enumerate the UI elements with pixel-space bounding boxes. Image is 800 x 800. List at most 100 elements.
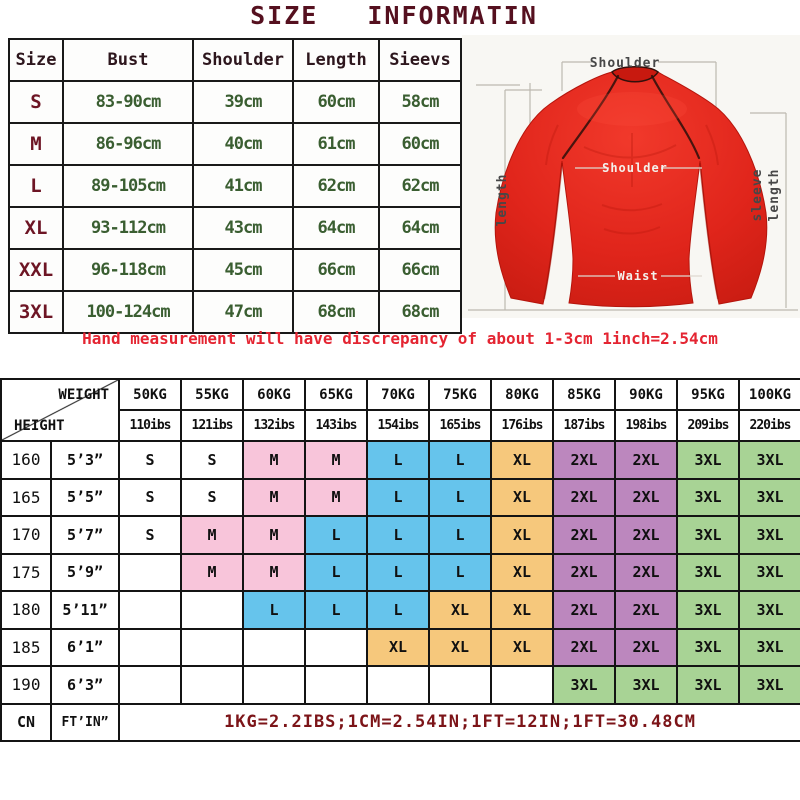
weight-ibs-header: 220ibs	[738, 409, 800, 442]
matrix-size-cell: 3XL	[676, 515, 740, 555]
cn-label-cell: CN	[0, 702, 52, 742]
matrix-size-cell	[304, 665, 368, 705]
matrix-size-cell: 3XL	[738, 590, 800, 630]
matrix-row: 160 5’3” S S M M L L XL 2XL 2XL 3XL 3XL	[0, 440, 800, 480]
size-table-cell: 64cm	[292, 206, 380, 250]
size-table-cell: 45cm	[192, 248, 294, 292]
height-cm-cell: 165	[0, 477, 52, 517]
height-cm-cell: 160	[0, 440, 52, 480]
height-cm-cell: 190	[0, 665, 52, 705]
matrix-size-cell: 2XL	[614, 552, 678, 592]
height-ft-cell: 5’5”	[50, 477, 120, 517]
size-table-row: S 83-90cm 39cm 60cm 58cm	[8, 80, 462, 124]
size-table-cell: L	[8, 164, 64, 208]
matrix-row: 190 6’3” 3XL 3XL 3XL 3XL	[0, 665, 800, 705]
shoulder-chest-label: Shoulder	[602, 161, 668, 175]
sleeve-length-label-2: length	[767, 169, 782, 222]
shirt-collar	[611, 66, 659, 83]
shirt-measurement-diagram: Shoulder Shoulder Waist length sleeve le…	[462, 35, 800, 318]
matrix-size-cell	[118, 665, 182, 705]
size-table-cell: 89-105cm	[62, 164, 194, 208]
size-table-cell: XL	[8, 206, 64, 250]
weight-kg-header: 60KG	[242, 378, 306, 411]
size-table-cell: XXL	[8, 248, 64, 292]
matrix-size-cell: 3XL	[738, 477, 800, 517]
conversion-cell: 1KG=2.2IBS;1CM=2.54IN;1FT=12IN;1FT=30.48…	[118, 702, 800, 742]
size-table-cell: 96-118cm	[62, 248, 194, 292]
corner-height-label: HEIGHT	[14, 418, 65, 434]
weight-kg-header: 95KG	[676, 378, 740, 411]
matrix-size-cell: M	[180, 552, 244, 592]
size-table-cell: 61cm	[292, 122, 380, 166]
weight-kg-header: 55KG	[180, 378, 244, 411]
matrix-size-cell: 3XL	[676, 552, 740, 592]
size-table-header: Bust	[62, 38, 194, 82]
size-table-cell: 41cm	[192, 164, 294, 208]
matrix-corner-cell: WEIGHT HEIGHT	[0, 378, 120, 442]
matrix-size-cell: M	[242, 552, 306, 592]
matrix-size-cell	[118, 590, 182, 630]
weight-ibs-header: 110ibs	[118, 409, 182, 442]
matrix-size-cell: XL	[366, 627, 430, 667]
matrix-size-cell: 2XL	[552, 515, 616, 555]
matrix-size-cell: 2XL	[552, 477, 616, 517]
weight-ibs-header: 176ibs	[490, 409, 554, 442]
height-cm-cell: 180	[0, 590, 52, 630]
size-table-cell: 60cm	[378, 122, 462, 166]
size-table-body: Size Bust Shoulder Length Sieevs S 83-90cm 39cm…	[8, 38, 462, 334]
matrix-size-cell	[304, 627, 368, 667]
matrix-size-cell: L	[428, 477, 492, 517]
size-table-cell: 64cm	[378, 206, 462, 250]
height-cm-cell: 185	[0, 627, 52, 667]
size-table-row: L 89-105cm 41cm 62cm 62cm	[8, 164, 462, 208]
matrix-size-cell: L	[366, 515, 430, 555]
matrix-row: 165 5’5” S S M M L L XL 2XL 2XL 3XL 3XL	[0, 477, 800, 517]
height-ft-cell: 5’3”	[50, 440, 120, 480]
size-table-cell: 58cm	[378, 80, 462, 124]
weight-kg-header: 65KG	[304, 378, 368, 411]
matrix-size-cell	[490, 665, 554, 705]
matrix-size-cell: L	[366, 552, 430, 592]
shirt-shading	[543, 162, 719, 300]
matrix-size-cell: L	[428, 552, 492, 592]
matrix-size-cell: 3XL	[676, 590, 740, 630]
size-table-cell: 100-124cm	[62, 290, 194, 334]
matrix-size-cell: 3XL	[552, 665, 616, 705]
height-cm-cell: 170	[0, 515, 52, 555]
matrix-size-cell: S	[118, 515, 182, 555]
muscle-shading	[545, 124, 719, 235]
matrix-size-cell: 3XL	[738, 515, 800, 555]
matrix-size-cell: 2XL	[614, 627, 678, 667]
sleeve-length-label-1: sleeve	[750, 169, 765, 222]
matrix-size-cell: L	[366, 590, 430, 630]
ftin-label-cell: FT’IN”	[50, 702, 120, 742]
matrix-size-cell: S	[118, 440, 182, 480]
measurement-note: Hand measurement will have discrepancy o…	[82, 329, 718, 348]
matrix-size-cell	[428, 665, 492, 705]
height-ft-cell: 6’1”	[50, 627, 120, 667]
shirt-graphic: Shoulder Shoulder Waist length sleeve le…	[468, 56, 798, 311]
matrix-size-cell	[242, 665, 306, 705]
size-table-row: XXL 96-118cm 45cm 66cm 66cm	[8, 248, 462, 292]
weight-ibs-header: 198ibs	[614, 409, 678, 442]
size-table-cell: 66cm	[378, 248, 462, 292]
size-table-row: XL 93-112cm 43cm 64cm 64cm	[8, 206, 462, 250]
size-table-cell: 93-112cm	[62, 206, 194, 250]
weight-ibs-header: 143ibs	[304, 409, 368, 442]
matrix-size-cell: L	[366, 440, 430, 480]
weight-ibs-header: 209ibs	[676, 409, 740, 442]
shirt-seams	[561, 74, 701, 160]
height-ft-cell: 5’11”	[50, 590, 120, 630]
size-table-cell: M	[8, 122, 64, 166]
matrix-size-cell: M	[304, 440, 368, 480]
size-table-cell: 3XL	[8, 290, 64, 334]
weight-kg-header: 75KG	[428, 378, 492, 411]
matrix-size-cell: XL	[428, 590, 492, 630]
length-label: length	[495, 174, 510, 227]
matrix-size-cell: 2XL	[552, 440, 616, 480]
matrix-size-cell: S	[118, 477, 182, 517]
matrix-size-cell: 3XL	[676, 477, 740, 517]
matrix-row: 185 6’1” XL XL XL 2XL 2XL 3XL 3XL	[0, 627, 800, 667]
matrix-size-cell: 2XL	[552, 627, 616, 667]
size-table-cell: 60cm	[292, 80, 380, 124]
